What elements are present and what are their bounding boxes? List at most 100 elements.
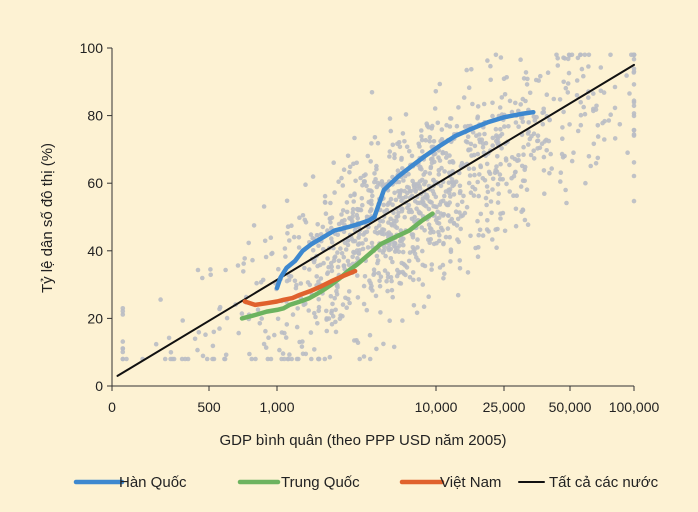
scatter-point: [455, 292, 461, 298]
scatter-point: [328, 260, 334, 266]
scatter-point: [381, 182, 386, 187]
scatter-point: [166, 335, 172, 341]
scatter-point: [344, 209, 350, 215]
series-line-0: [274, 109, 536, 291]
scatter-point: [504, 75, 510, 80]
scatter-point: [490, 135, 496, 141]
scatter-point: [427, 199, 432, 204]
scatter-point: [500, 210, 506, 216]
scatter-point: [457, 266, 463, 271]
scatter-point: [470, 130, 476, 135]
scatter-point: [427, 134, 433, 140]
scatter-point: [350, 210, 356, 215]
scatter-point: [307, 267, 312, 272]
scatter-point: [374, 253, 380, 259]
scatter-point: [253, 356, 258, 362]
scatter-point: [527, 136, 533, 142]
scatter-point: [345, 296, 351, 302]
scatter-point: [467, 173, 473, 178]
scatter-point: [446, 187, 452, 193]
scatter-point: [365, 153, 371, 159]
scatter-point: [531, 131, 537, 136]
scatter-point: [316, 243, 321, 248]
scatter-point: [578, 122, 584, 128]
scatter-point: [403, 112, 409, 117]
scatter-point: [400, 269, 406, 275]
scatter-point: [436, 155, 441, 160]
scatter-point: [302, 217, 308, 223]
y-tick-label: 40: [87, 243, 103, 259]
scatter-point: [442, 271, 447, 277]
x-axis-title: GDP bình quân (theo PPP USD năm 2005): [219, 432, 506, 449]
scatter-point: [524, 82, 530, 87]
scatter-point: [445, 213, 451, 218]
scatter-point: [522, 164, 528, 170]
scatter-point: [254, 280, 259, 286]
scatter-point: [521, 152, 526, 157]
scatter-point: [185, 356, 191, 362]
scatter-point: [265, 356, 271, 362]
scatter-point: [315, 222, 321, 227]
scatter-point: [495, 154, 500, 159]
scatter-point: [381, 341, 386, 347]
scatter-point: [595, 134, 601, 139]
scatter-point: [513, 206, 519, 212]
scatter-point: [328, 294, 334, 299]
scatter-point: [476, 232, 482, 238]
scatter-point: [120, 346, 126, 352]
scatter-point: [347, 215, 352, 221]
scatter-point: [395, 141, 400, 147]
scatter-point: [433, 217, 439, 223]
scatter-point: [402, 139, 407, 144]
scatter-point: [372, 135, 378, 140]
scatter-point: [563, 85, 569, 91]
scatter-point: [355, 340, 361, 346]
scatter-point: [388, 246, 394, 252]
scatter-point: [482, 178, 488, 183]
scatter-point: [631, 69, 637, 74]
scatter-point: [487, 171, 493, 176]
scatter-point: [408, 188, 414, 194]
scatter-point: [470, 184, 475, 190]
scatter-point: [211, 329, 217, 335]
scatter-point: [435, 120, 441, 126]
scatter-point: [295, 306, 301, 311]
scatter-point: [170, 356, 175, 362]
scatter-point: [461, 95, 467, 100]
scatter-point: [275, 316, 281, 322]
scatter-point: [512, 170, 518, 175]
scatter-point: [391, 344, 397, 350]
scatter-point: [507, 162, 512, 168]
scatter-point: [354, 212, 360, 218]
scatter-point: [518, 184, 524, 189]
scatter-point: [334, 288, 339, 294]
scatter-point: [437, 81, 443, 87]
scatter-point: [411, 277, 416, 283]
scatter-point: [608, 112, 613, 117]
scatter-point: [631, 113, 637, 119]
scatter-point: [446, 180, 452, 185]
scatter-point: [333, 319, 338, 325]
scatter-point: [361, 232, 366, 237]
scatter-point: [329, 240, 335, 245]
scatter-point: [328, 200, 333, 206]
scatter-point: [448, 259, 453, 264]
scatter-point: [476, 193, 482, 199]
scatter-point: [502, 92, 508, 97]
scatter-point: [120, 312, 126, 317]
scatter-point: [418, 164, 423, 170]
scatter-point: [461, 193, 466, 199]
scatter-point: [457, 258, 463, 263]
scatter-point: [457, 190, 463, 196]
scatter-point: [289, 223, 294, 228]
scatter-point: [496, 191, 502, 196]
scatter-point: [196, 330, 202, 335]
scatter-point: [421, 201, 426, 207]
scatter-point: [336, 221, 342, 227]
scatter-point: [569, 52, 575, 58]
scatter-point: [509, 155, 515, 160]
scatter-point: [361, 179, 367, 184]
scatter-point: [373, 293, 379, 299]
scatter-point: [217, 326, 222, 331]
scatter-point: [468, 190, 474, 195]
